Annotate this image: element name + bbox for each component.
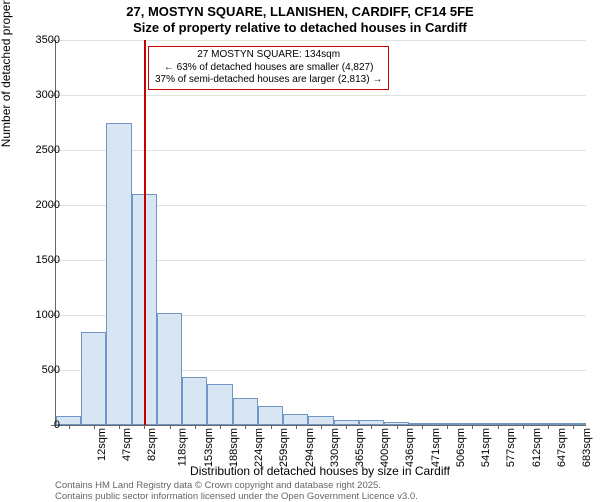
y-tick-mark	[51, 315, 55, 316]
x-tick-label: 188sqm	[228, 428, 240, 467]
plot-area: 12sqm47sqm82sqm118sqm153sqm188sqm224sqm2…	[55, 40, 586, 426]
bar	[81, 332, 106, 426]
x-tick-label: 400sqm	[379, 428, 391, 467]
bar	[308, 416, 333, 425]
y-tick-mark	[51, 260, 55, 261]
x-tick-label: 683sqm	[581, 428, 593, 467]
credit-line-1: Contains HM Land Registry data © Crown c…	[55, 480, 381, 491]
gridline	[56, 150, 586, 151]
x-tick-mark	[220, 425, 221, 429]
y-axis-label: Number of detached properties	[0, 0, 13, 147]
bar	[258, 406, 283, 425]
callout-line: 37% of semi-detached houses are larger (…	[155, 74, 382, 87]
bar	[157, 313, 182, 425]
x-tick-mark	[371, 425, 372, 429]
x-tick-mark	[397, 425, 398, 429]
x-tick-label: 506sqm	[455, 428, 467, 467]
x-tick-label: 436sqm	[405, 428, 417, 467]
bar	[233, 398, 258, 426]
marker-line	[144, 40, 146, 425]
chart-title-main: 27, MOSTYN SQUARE, LLANISHEN, CARDIFF, C…	[0, 4, 600, 19]
x-tick-mark	[321, 425, 322, 429]
x-tick-mark	[472, 425, 473, 429]
x-tick-mark	[523, 425, 524, 429]
y-tick-mark	[51, 40, 55, 41]
x-tick-mark	[447, 425, 448, 429]
x-tick-mark	[422, 425, 423, 429]
x-tick-label: 47sqm	[121, 428, 133, 461]
callout-line: ← 63% of detached houses are smaller (4,…	[155, 62, 382, 75]
chart-container: 27, MOSTYN SQUARE, LLANISHEN, CARDIFF, C…	[0, 0, 600, 500]
y-tick-mark	[51, 150, 55, 151]
x-tick-label: 330sqm	[329, 428, 341, 467]
x-tick-mark	[271, 425, 272, 429]
x-tick-mark	[245, 425, 246, 429]
chart-title-sub: Size of property relative to detached ho…	[0, 20, 600, 35]
x-tick-label: 259sqm	[278, 428, 290, 467]
y-tick-mark	[51, 95, 55, 96]
x-tick-label: 12sqm	[96, 428, 108, 461]
credit-line-2: Contains public sector information licen…	[55, 491, 418, 502]
x-tick-label: 612sqm	[531, 428, 543, 467]
x-tick-label: 118sqm	[177, 428, 189, 466]
x-tick-label: 541sqm	[480, 428, 492, 467]
bar	[106, 123, 131, 426]
y-tick-mark	[51, 205, 55, 206]
bar	[283, 414, 308, 425]
x-tick-label: 365sqm	[354, 428, 366, 467]
gridline	[56, 95, 586, 96]
marker-callout: 27 MOSTYN SQUARE: 134sqm← 63% of detache…	[148, 46, 389, 90]
x-tick-mark	[573, 425, 574, 429]
y-tick-mark	[51, 425, 55, 426]
y-tick-mark	[51, 370, 55, 371]
x-tick-label: 153sqm	[203, 428, 215, 467]
x-tick-label: 471sqm	[430, 428, 442, 467]
x-tick-label: 82sqm	[146, 428, 158, 461]
x-tick-mark	[69, 425, 70, 429]
x-tick-mark	[346, 425, 347, 429]
bar	[182, 377, 207, 425]
x-tick-mark	[94, 425, 95, 429]
bar	[207, 384, 232, 425]
x-tick-mark	[195, 425, 196, 429]
x-tick-mark	[498, 425, 499, 429]
x-tick-mark	[119, 425, 120, 429]
x-tick-mark	[144, 425, 145, 429]
x-tick-mark	[170, 425, 171, 429]
x-tick-mark	[296, 425, 297, 429]
x-tick-label: 647sqm	[556, 428, 568, 467]
x-axis-label: Distribution of detached houses by size …	[55, 464, 585, 478]
x-tick-label: 294sqm	[304, 428, 316, 467]
gridline	[56, 40, 586, 41]
x-tick-mark	[548, 425, 549, 429]
x-tick-label: 577sqm	[506, 428, 518, 467]
x-tick-label: 224sqm	[253, 428, 265, 467]
callout-line: 27 MOSTYN SQUARE: 134sqm	[155, 49, 382, 62]
